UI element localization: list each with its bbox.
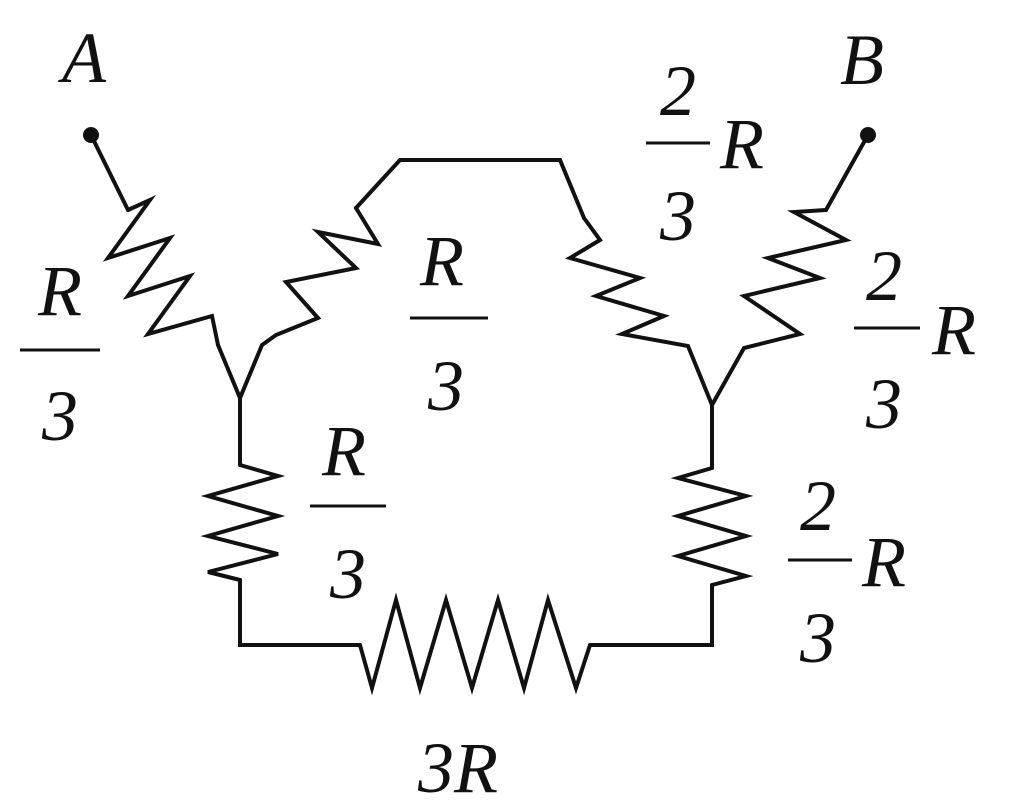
label-right-inner: 2 3 R xyxy=(646,51,764,256)
label-right-down: 2 3 R xyxy=(788,466,906,678)
label-right-down-den: 3 xyxy=(799,598,836,678)
label-right-outer-symbol: R xyxy=(931,290,976,370)
label-left-down-den: 3 xyxy=(329,534,366,614)
wire-left-down-to-bottom xyxy=(238,578,362,647)
resistor-right-outer xyxy=(710,208,852,407)
resistor-left-down xyxy=(200,463,286,582)
resistor-bottom-3r xyxy=(358,592,592,696)
label-left-inner-num: R xyxy=(419,221,464,301)
terminal-b-node xyxy=(860,127,876,143)
resistor-left-outer xyxy=(102,195,220,347)
label-left-inner: R 3 xyxy=(410,221,488,426)
wire-bottom-to-right xyxy=(588,583,714,647)
label-left-down: R 3 xyxy=(310,411,386,614)
label-right-outer-den: 3 xyxy=(865,364,902,444)
label-right-outer: 2 3 R xyxy=(854,236,976,444)
label-right-outer-num: 2 xyxy=(866,236,902,316)
label-left-outer-num: R xyxy=(37,251,82,331)
wire-left-outer-to-junction xyxy=(216,343,242,400)
terminal-b-lead xyxy=(824,133,870,212)
label-right-down-num: 2 xyxy=(800,466,836,546)
terminal-a-lead xyxy=(89,133,130,212)
label-right-down-symbol: R xyxy=(861,522,906,602)
label-left-down-num: R xyxy=(321,411,366,491)
label-right-inner-den: 3 xyxy=(659,176,696,256)
resistor-right-down xyxy=(670,466,754,587)
resistor-left-inner xyxy=(238,206,383,400)
terminal-b-label: B xyxy=(840,20,884,100)
label-left-inner-den: 3 xyxy=(427,346,464,426)
label-right-inner-num: 2 xyxy=(660,51,696,131)
label-left-outer-den: 3 xyxy=(41,376,78,456)
label-right-inner-symbol: R xyxy=(719,104,764,184)
right-star-network xyxy=(565,127,876,647)
label-left-outer: R 3 xyxy=(20,251,100,456)
label-bottom-3r: 3R xyxy=(417,728,498,808)
resistor-right-inner xyxy=(565,216,714,407)
terminal-a-label: A xyxy=(58,18,107,98)
left-star-network xyxy=(83,127,586,647)
wire-left-inner-to-top xyxy=(354,158,586,220)
